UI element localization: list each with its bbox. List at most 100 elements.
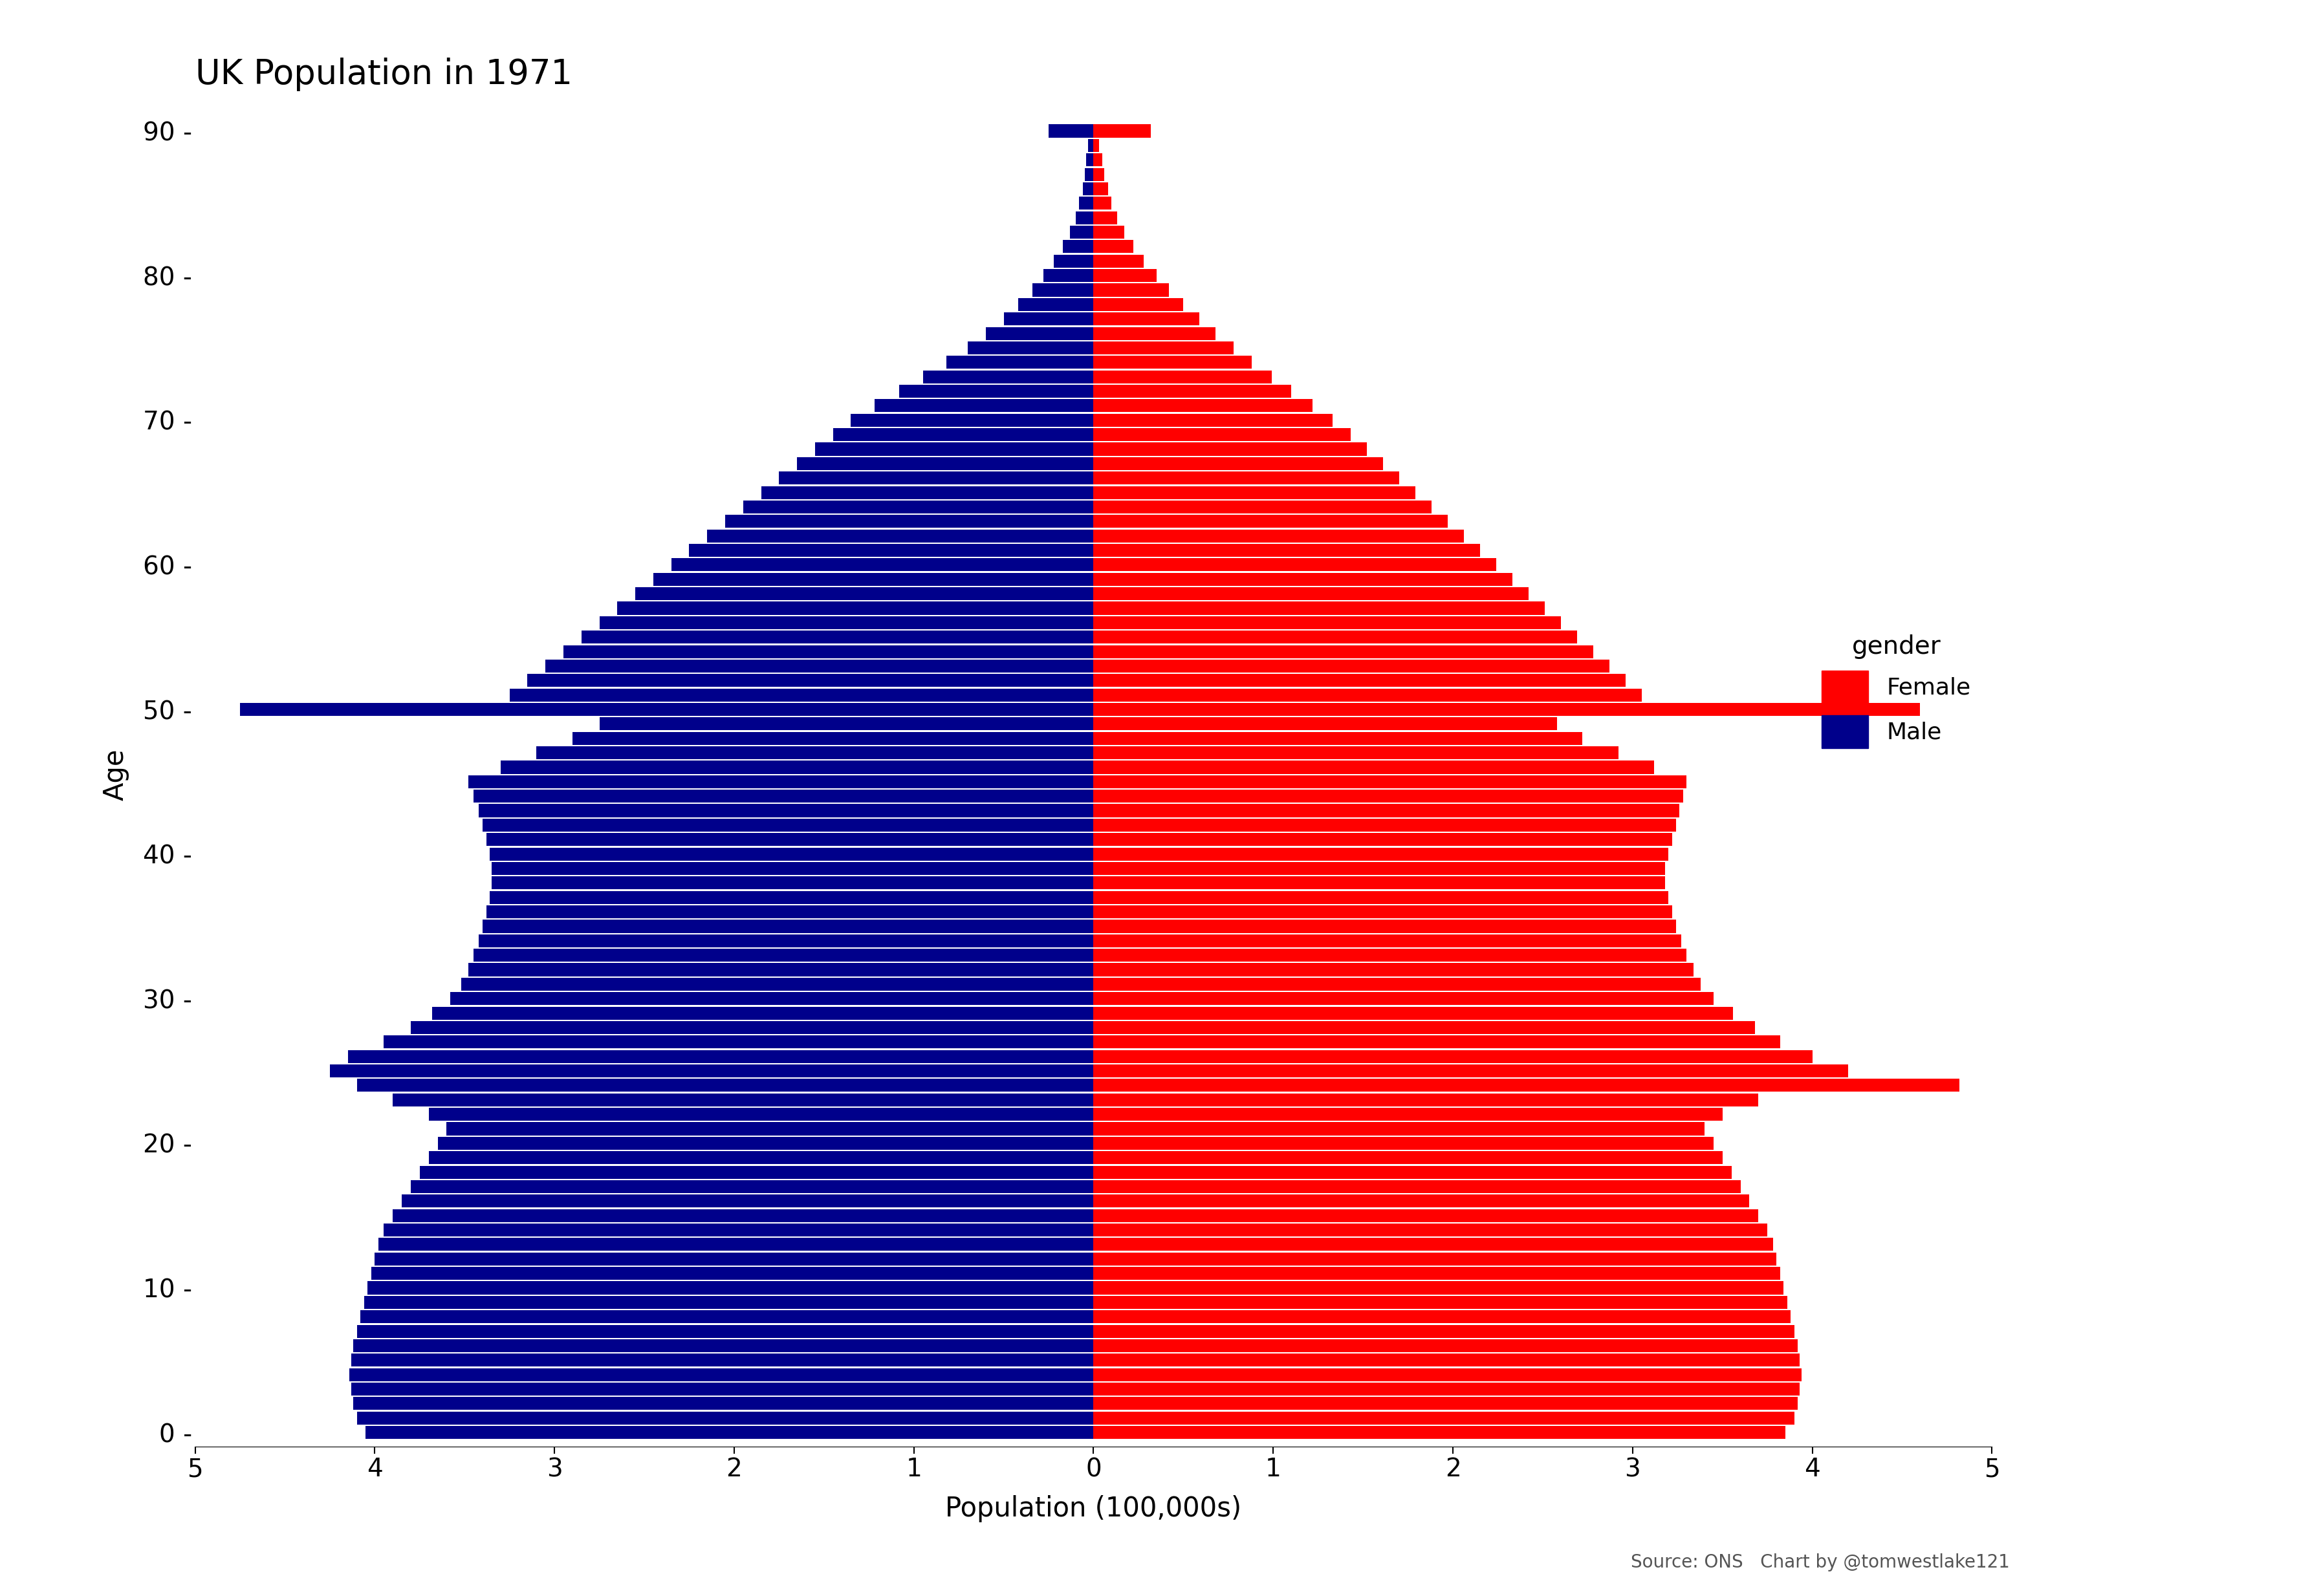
Bar <box>372 1267 1093 1280</box>
Bar <box>1093 442 1368 455</box>
Bar <box>360 1310 1093 1323</box>
Bar <box>1044 270 1093 282</box>
Bar <box>1093 616 1562 629</box>
Bar <box>545 659 1093 672</box>
Bar <box>365 1425 1093 1440</box>
Bar <box>1093 196 1111 209</box>
Bar <box>1093 1122 1705 1135</box>
Bar <box>1093 1425 1786 1440</box>
Bar <box>1093 124 1150 137</box>
Bar <box>1093 239 1134 254</box>
Bar <box>1093 225 1125 239</box>
Bar <box>1093 1238 1772 1251</box>
Bar <box>1093 1339 1797 1352</box>
Bar <box>430 1108 1093 1120</box>
Bar <box>1093 1396 1797 1409</box>
Bar <box>478 804 1093 817</box>
Bar <box>1093 1007 1732 1020</box>
Bar <box>1053 255 1093 268</box>
Bar <box>1093 1050 1813 1063</box>
Bar <box>1093 674 1626 686</box>
Bar <box>1093 747 1619 760</box>
Bar <box>1093 876 1666 889</box>
Bar <box>1093 211 1118 225</box>
Bar <box>922 370 1093 383</box>
Bar <box>744 501 1093 514</box>
Bar <box>527 674 1093 686</box>
Bar <box>1093 891 1668 903</box>
Bar <box>968 342 1093 354</box>
Bar <box>947 356 1093 369</box>
Bar <box>1093 1093 1758 1106</box>
Bar <box>1093 1411 1795 1425</box>
Bar <box>598 717 1093 731</box>
Bar <box>1093 1065 1848 1077</box>
Bar <box>986 327 1093 340</box>
Bar <box>1093 993 1714 1005</box>
Bar <box>411 1179 1093 1194</box>
Bar <box>1093 819 1675 832</box>
Y-axis label: Age: Age <box>102 749 129 801</box>
Bar <box>446 1122 1093 1135</box>
Bar <box>1093 948 1686 962</box>
Bar <box>356 1411 1093 1425</box>
Bar <box>1093 1253 1776 1266</box>
Bar <box>1093 139 1100 152</box>
Bar <box>1086 168 1093 180</box>
Bar <box>1093 456 1384 471</box>
Bar <box>1093 182 1109 195</box>
Bar <box>725 516 1093 528</box>
Bar <box>1076 211 1093 225</box>
Bar <box>1093 385 1291 397</box>
Bar <box>1093 804 1679 817</box>
Bar <box>490 891 1093 903</box>
Bar <box>351 1353 1093 1366</box>
Bar <box>1093 313 1199 326</box>
Bar <box>564 645 1093 658</box>
Bar <box>1093 544 1481 557</box>
Bar <box>1093 1165 1732 1179</box>
Bar <box>383 1224 1093 1237</box>
Bar <box>469 964 1093 977</box>
Bar <box>420 1165 1093 1179</box>
Bar <box>1093 1136 1714 1149</box>
Bar <box>1093 573 1513 586</box>
Bar <box>850 413 1093 426</box>
Bar <box>349 1368 1093 1381</box>
Bar <box>1093 905 1672 918</box>
Bar <box>1093 1079 1959 1092</box>
Bar <box>778 471 1093 485</box>
Bar <box>536 747 1093 760</box>
Bar <box>1093 1310 1790 1323</box>
Bar <box>351 1382 1093 1395</box>
Bar <box>1093 270 1157 282</box>
Bar <box>1093 153 1102 166</box>
Bar <box>1093 761 1654 774</box>
Bar <box>393 1093 1093 1106</box>
Bar <box>1093 659 1610 672</box>
Bar <box>483 819 1093 832</box>
Bar <box>899 385 1093 397</box>
Bar <box>1093 1179 1739 1194</box>
Bar <box>1093 1296 1788 1309</box>
Bar <box>1093 776 1686 788</box>
Bar <box>1093 717 1557 731</box>
Bar <box>1093 1325 1795 1337</box>
Bar <box>1093 413 1333 426</box>
Bar <box>1093 487 1416 500</box>
Bar <box>582 630 1093 643</box>
Bar <box>330 1065 1093 1077</box>
Bar <box>1093 356 1252 369</box>
Bar <box>1093 862 1666 875</box>
Bar <box>1093 1368 1802 1381</box>
Bar <box>501 761 1093 774</box>
Bar <box>240 702 1093 717</box>
Bar <box>1093 978 1700 991</box>
Bar <box>1079 196 1093 209</box>
Bar <box>598 616 1093 629</box>
Bar <box>492 876 1093 889</box>
Bar <box>430 1151 1093 1163</box>
Bar <box>492 862 1093 875</box>
Text: Source: ONS   Chart by @tomwestlake121: Source: ONS Chart by @tomwestlake121 <box>1631 1553 2010 1570</box>
Bar <box>1093 1151 1723 1163</box>
